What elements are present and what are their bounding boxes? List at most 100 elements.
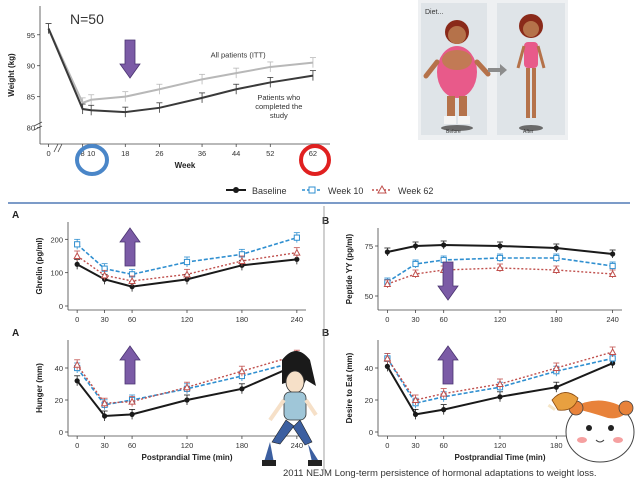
x-tick-label: 30 xyxy=(411,441,419,450)
data-point xyxy=(129,411,135,417)
data-point xyxy=(496,379,504,387)
week10-highlight-circle xyxy=(75,144,109,176)
series-annotation-completers: completed the xyxy=(255,102,302,111)
x-tick-label: 0 xyxy=(46,149,50,158)
y-tick-label: 0 xyxy=(369,428,373,437)
data-point xyxy=(441,242,447,248)
sample-size-note: N=50 xyxy=(70,11,104,27)
x-tick-label: 180 xyxy=(550,441,563,450)
axis-break-mark xyxy=(33,121,43,131)
data-point xyxy=(293,234,300,241)
after-figure-icon xyxy=(516,14,546,118)
data-point xyxy=(411,269,420,277)
data-point xyxy=(73,360,81,368)
x-tick-label: 120 xyxy=(181,441,194,450)
transition-arrow-icon xyxy=(488,64,507,76)
chart-weight: 80 85 90 95 0 8 10 18 26 36 44 52 62 Weight (kg) Week A… xyxy=(7,6,330,170)
panel-label: A xyxy=(12,210,19,221)
panel-label: B xyxy=(322,216,329,227)
panel-label: A xyxy=(12,328,19,339)
chicken-leg-icon xyxy=(551,392,579,411)
y-tick-label: 20 xyxy=(55,396,63,405)
data-point xyxy=(128,276,136,284)
data-point xyxy=(294,256,300,262)
y-tick-label: 40 xyxy=(55,364,63,373)
series-line-week-10 xyxy=(386,357,613,405)
y-tick-label: 80 xyxy=(27,124,35,133)
chart-hunger: 0 20 40 0 30 60 120 180 240 Hunger (mm) Postprandi… xyxy=(12,328,306,462)
data-point xyxy=(238,256,246,264)
y-axis-label: Weight (kg) xyxy=(7,53,16,97)
week62-highlight-circle xyxy=(299,144,331,176)
series-line-all-patients-itt- xyxy=(47,28,314,105)
hamster-cartoon-icon xyxy=(547,392,635,463)
data-point xyxy=(74,241,81,248)
series-line-baseline xyxy=(76,363,298,418)
data-point xyxy=(497,243,503,249)
x-tick-label: 10 xyxy=(87,149,95,158)
x-tick-label: 60 xyxy=(440,441,448,450)
x-tick-label: 18 xyxy=(121,149,129,158)
data-point xyxy=(293,248,301,256)
data-point xyxy=(609,262,616,270)
data-point xyxy=(496,254,504,262)
chart-pyy: 50 75 0 30 60 120 180 240 Peptide YY (pg/ml) B xyxy=(322,216,622,324)
series-line-week-62 xyxy=(387,267,613,285)
series-line-week-62 xyxy=(76,251,297,282)
y-tick-label: 100 xyxy=(50,269,63,278)
y-axis-label: Desire to Eat (mm) xyxy=(345,352,354,423)
data-point xyxy=(552,265,561,273)
x-tick-label: 120 xyxy=(494,315,507,324)
legend: Baseline Week 10 Week 62 xyxy=(226,184,433,196)
x-tick-label: 8 xyxy=(81,149,85,158)
x-tick-label: 180 xyxy=(550,315,563,324)
data-point xyxy=(411,395,420,403)
x-tick-label: 0 xyxy=(385,315,389,324)
series-line-week-10 xyxy=(386,257,613,283)
data-point xyxy=(384,363,390,369)
cartoon-girl-icon xyxy=(262,351,322,466)
y-tick-label: 85 xyxy=(27,93,35,102)
legend-week62: Week 62 xyxy=(398,186,433,196)
x-tick-label: 0 xyxy=(75,441,79,450)
y-axis-label: Ghrelin (pg/ml) xyxy=(35,237,44,294)
data-point xyxy=(129,284,135,290)
data-point xyxy=(553,245,559,251)
x-tick-label: 240 xyxy=(291,441,304,450)
data-point xyxy=(183,383,191,391)
y-tick-label: 75 xyxy=(365,242,373,251)
data-point xyxy=(412,260,419,268)
x-tick-label: 60 xyxy=(128,441,136,450)
x-tick-label: 0 xyxy=(385,441,389,450)
data-point xyxy=(439,389,448,397)
series-line-week-62 xyxy=(386,351,613,401)
data-point xyxy=(383,354,392,362)
x-tick-label: 44 xyxy=(232,149,240,158)
data-point xyxy=(74,378,80,384)
y-tick-label: 0 xyxy=(59,302,63,311)
data-point xyxy=(610,251,616,257)
data-point xyxy=(608,347,617,355)
data-point xyxy=(608,269,617,277)
arrow-up-desire-icon xyxy=(437,345,459,385)
x-tick-label: 60 xyxy=(440,315,448,324)
data-point xyxy=(128,397,136,405)
y-tick-label: 40 xyxy=(365,364,373,373)
data-point xyxy=(100,271,109,279)
x-tick-label: 52 xyxy=(266,149,274,158)
series-line-baseline xyxy=(387,243,613,255)
data-point xyxy=(441,407,447,413)
data-point xyxy=(553,254,560,262)
data-point xyxy=(183,258,191,266)
x-tick-label: 120 xyxy=(494,441,507,450)
data-point xyxy=(74,261,80,267)
data-point xyxy=(383,279,392,287)
x-tick-label: 240 xyxy=(291,315,304,324)
data-point xyxy=(412,243,419,249)
axis-break-mark xyxy=(53,143,63,153)
data-point xyxy=(496,263,504,271)
x-tick-label: 30 xyxy=(411,315,419,324)
before-after-illustration: Diet... Before After xyxy=(418,0,568,140)
x-tick-label: 0 xyxy=(75,315,79,324)
